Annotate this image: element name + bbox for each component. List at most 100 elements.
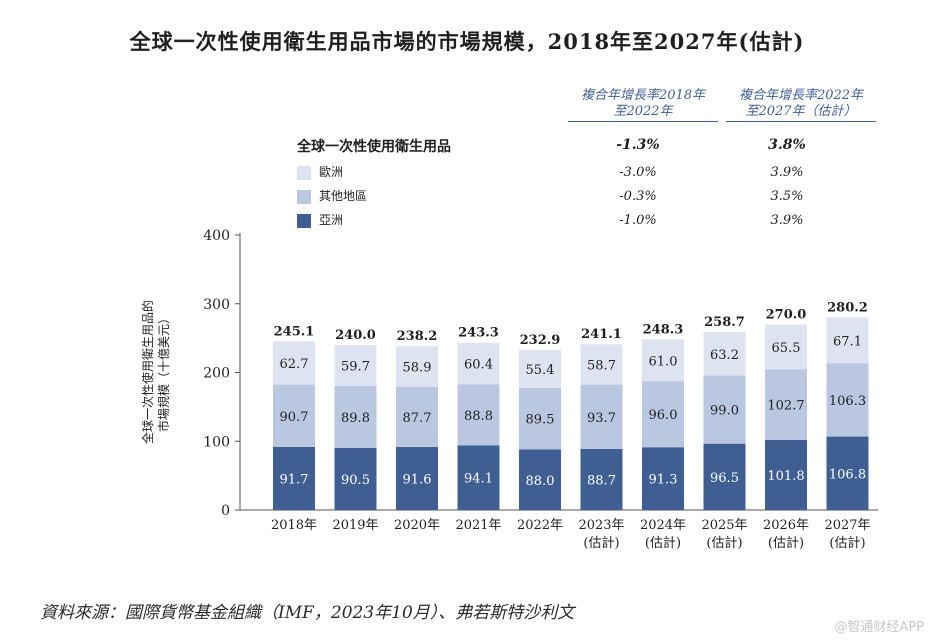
legend-item-asia: 亞洲 xyxy=(297,212,343,228)
x-tick-label: (估計) xyxy=(768,535,804,551)
bar-segment xyxy=(580,384,623,450)
y-tick-label: 100 xyxy=(203,434,230,450)
bar-value-label: 65.5 xyxy=(772,341,801,356)
x-tick-label: 2023年 xyxy=(578,518,624,533)
bar-value-label: 88.8 xyxy=(464,409,493,424)
bar-value-label: 106.3 xyxy=(829,394,866,409)
x-tick-label: (估計) xyxy=(706,535,742,551)
other-regions-cagr-2018-2022: -0.3% xyxy=(619,189,657,204)
bar-segment xyxy=(765,369,807,441)
bar-value-label: 67.1 xyxy=(833,334,862,349)
source-footnote: 資料來源：國際貨幣基金組織（IMF，2023年10月）、弗若斯特沙利文 xyxy=(40,603,575,623)
cagr-header-line1: 複合年增長率2018年 xyxy=(580,88,706,103)
bar-value-label: 106.8 xyxy=(829,467,866,482)
bar-value-label: 91.7 xyxy=(280,472,309,487)
bar-value-label: 101.8 xyxy=(767,469,804,484)
bar-value-label: 59.7 xyxy=(341,360,370,375)
legend-swatch-asia xyxy=(297,213,311,228)
bar-segment xyxy=(273,341,315,385)
bar-value-label: 87.7 xyxy=(403,411,432,426)
x-tick-label: (估計) xyxy=(829,535,865,551)
x-tick-label: 2022年 xyxy=(517,518,563,533)
legend-swatch-other-regions xyxy=(297,189,311,204)
watermark: @智通财经APP xyxy=(834,620,924,635)
bar-segment xyxy=(642,447,684,510)
x-tick-label: 2026年 xyxy=(763,518,809,533)
bar-segment xyxy=(826,317,869,364)
bar-segment xyxy=(273,384,315,447)
legend-swatch-europe xyxy=(297,165,311,180)
bar-value-label: 90.7 xyxy=(280,410,309,425)
bar-value-label: 89.5 xyxy=(526,413,555,428)
bar-total-label: 280.2 xyxy=(827,300,868,315)
y-tick-label: 400 xyxy=(203,228,230,244)
bar-segment xyxy=(765,440,807,510)
bar-value-label: 102.7 xyxy=(767,399,804,414)
bar-value-label: 96.0 xyxy=(649,408,678,423)
europe-cagr-2022-2027: 3.9% xyxy=(770,165,804,180)
asia-cagr-2018-2022: -1.0% xyxy=(619,213,657,228)
bar-value-label: 88.0 xyxy=(526,474,555,489)
bar-segment xyxy=(396,386,438,448)
x-tick-label: 2021年 xyxy=(455,518,501,533)
bar-value-label: 63.2 xyxy=(710,348,739,363)
bar-total-label: 258.7 xyxy=(704,315,745,330)
y-tick-label: 300 xyxy=(203,297,230,313)
legend-label: 其他地區 xyxy=(319,189,368,203)
bar-total-label: 243.3 xyxy=(458,326,499,341)
total-cagr-2022-2027: 3.8% xyxy=(768,137,806,153)
legend-label: 亞洲 xyxy=(319,213,344,227)
bar-segment xyxy=(642,381,684,448)
bar-total-label: 240.0 xyxy=(335,328,376,343)
bar-value-label: 58.9 xyxy=(403,360,432,375)
chart-title: 全球一次性使用衛生用品市場的市場規模，2018年至2027年(估計) xyxy=(129,29,805,54)
total-cagr-2018-2022: -1.3% xyxy=(616,137,660,153)
bar-segment xyxy=(703,332,746,376)
bar-segment xyxy=(826,363,869,437)
bar-value-label: 61.0 xyxy=(649,354,678,369)
x-tick-label: (估計) xyxy=(583,535,619,551)
y-tick-label: 200 xyxy=(203,366,230,382)
bar-segment xyxy=(642,339,684,382)
bar-value-label: 62.7 xyxy=(280,357,309,372)
bar-total-label: 270.0 xyxy=(766,307,807,322)
bar-segment xyxy=(519,387,561,450)
bar-value-label: 91.3 xyxy=(649,473,678,488)
cagr-header-line2: 至2022年 xyxy=(568,104,718,122)
bar-value-label: 55.4 xyxy=(526,363,555,378)
bar-value-label: 88.7 xyxy=(587,474,616,489)
asia-cagr-2022-2027: 3.9% xyxy=(770,213,804,228)
x-tick-label: 2025年 xyxy=(701,518,747,533)
bar-total-label: 232.9 xyxy=(520,333,561,348)
y-axis-label-line2: 市場規模（十億美元） xyxy=(156,312,171,432)
bar-value-label: 99.0 xyxy=(710,404,739,419)
bar-segment xyxy=(703,375,746,444)
x-tick-label: (估計) xyxy=(645,535,681,551)
y-axis-label-line1: 全球一次性使用衛生用品的 xyxy=(140,300,155,444)
bar-segment xyxy=(826,436,869,510)
x-tick-label: 2018年 xyxy=(271,518,317,533)
legend-item-europe: 歐洲 xyxy=(297,164,343,180)
bar-segment xyxy=(396,346,438,387)
bar-segment xyxy=(396,447,438,510)
bar-value-label: 91.6 xyxy=(403,473,432,488)
bar-segment xyxy=(519,449,561,510)
bar-total-label: 245.1 xyxy=(274,324,315,339)
bar-value-label: 60.4 xyxy=(464,357,493,372)
x-tick-label: 2019年 xyxy=(332,518,378,533)
other-regions-cagr-2022-2027: 3.5% xyxy=(770,189,804,204)
cagr-header-2018-2022: 複合年增長率2018年 至2022年 xyxy=(568,88,718,122)
bar-segment xyxy=(334,345,377,387)
legend-item-other-regions: 其他地區 xyxy=(297,188,367,204)
bar-total-label: 238.2 xyxy=(397,329,438,344)
bar-segment xyxy=(334,447,377,510)
cagr-header-line1: 複合年增長率2022年 xyxy=(738,88,864,103)
bar-segment xyxy=(457,445,500,510)
y-tick-label: 0 xyxy=(221,503,230,519)
bar-segment xyxy=(580,449,623,510)
bar-value-label: 94.1 xyxy=(464,472,493,487)
x-tick-label: 2024年 xyxy=(640,518,686,533)
cagr-header-line2: 至2027年（估計） xyxy=(726,104,876,122)
x-tick-label: 2027年 xyxy=(824,518,870,533)
bar-segment xyxy=(519,349,561,388)
